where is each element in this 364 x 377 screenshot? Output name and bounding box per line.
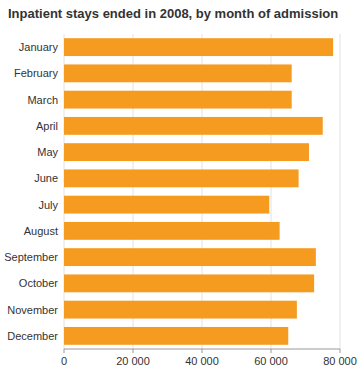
x-axis: 0 20 000 40 000 60 000 80 000 [61,349,357,367]
y-tick-label: March [27,94,58,106]
y-tick-label: January [19,41,59,53]
grid-line [340,34,341,349]
y-tick-label: December [7,330,58,342]
bar [64,117,323,135]
y-tick-label: February [14,67,59,79]
grid [64,34,340,349]
x-tick [202,349,203,353]
x-tick-label: 20 000 [116,355,150,367]
y-tick-label: June [34,172,58,184]
title: Inpatient stays ended in 2008, by month … [8,6,338,21]
bar [64,327,288,345]
x-tick-label: 60 000 [254,355,288,367]
bar [64,64,292,82]
y-tick-label: April [36,120,58,132]
y-tick-label: July [38,199,58,211]
x-tick-label: 80 000 [323,355,357,367]
y-tick-label: November [7,304,58,316]
x-tick [133,349,134,353]
x-tick [271,349,272,353]
y-axis: January February March April May June July Augu… [4,41,58,342]
bar [64,274,314,292]
bar [64,248,316,266]
chart-svg: Inpatient stays ended in 2008, by month … [0,0,364,377]
x-tick-label: 40 000 [185,355,219,367]
y-tick-label: October [19,277,58,289]
bar [64,196,269,214]
bar [64,91,292,109]
bars [64,38,333,345]
bar [64,301,297,319]
bar [64,143,309,161]
chart-container: Inpatient stays ended in 2008, by month … [0,0,364,377]
bar [64,169,299,187]
bar [64,38,333,56]
y-tick-label: May [37,146,58,158]
x-tick-label: 0 [61,355,67,367]
y-tick-label: September [4,251,58,263]
x-tick [64,349,65,353]
bar [64,222,280,240]
y-tick-label: August [24,225,58,237]
x-tick [340,349,341,353]
